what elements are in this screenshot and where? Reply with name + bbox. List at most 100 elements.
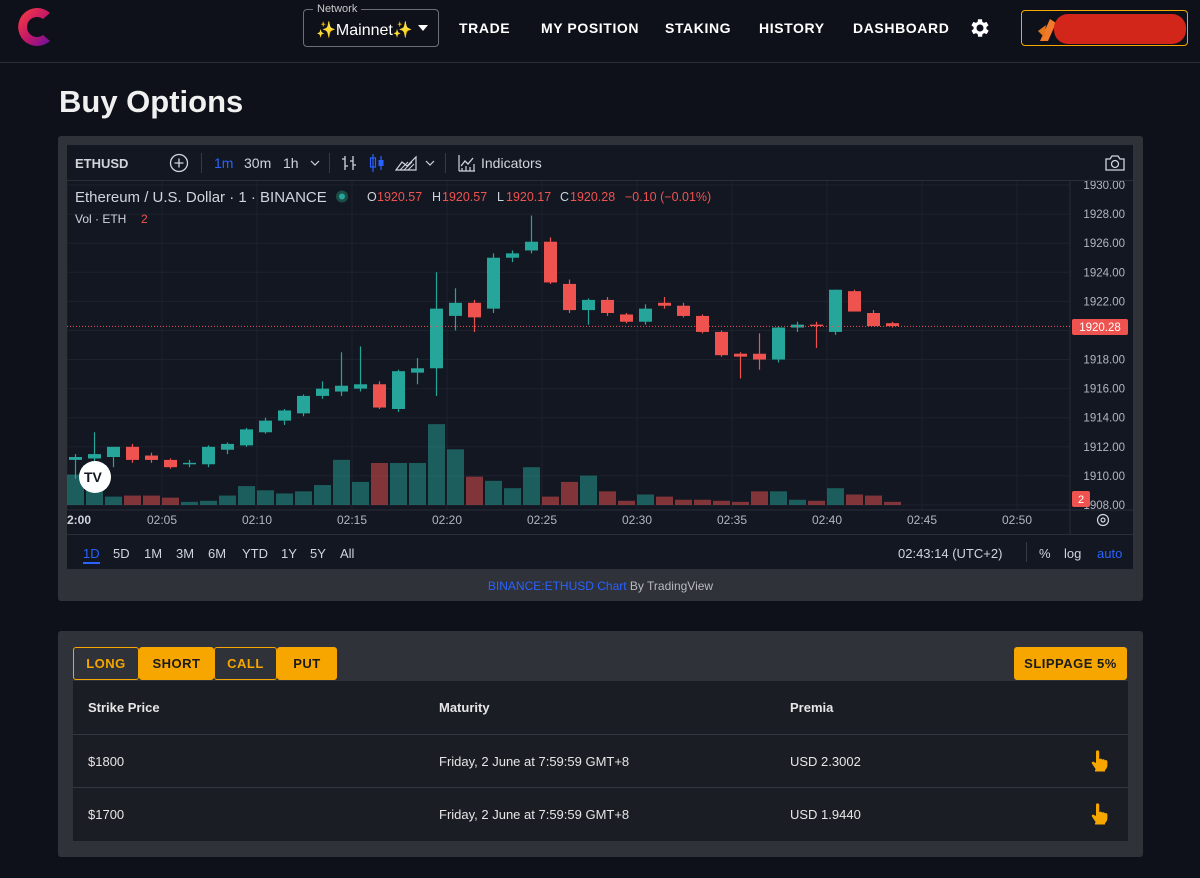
volume-bar — [561, 481, 578, 505]
candle-body — [430, 308, 443, 369]
interval-30m[interactable]: 30m — [244, 155, 272, 171]
indicators-button[interactable]: Indicators — [481, 155, 542, 171]
volume-bar — [485, 480, 502, 505]
call-tab[interactable]: CALL — [214, 647, 277, 680]
volume-bar — [200, 500, 217, 505]
candle-body — [525, 241, 538, 251]
range-ytd[interactable]: YTD — [242, 546, 268, 561]
volume-bar — [865, 495, 882, 505]
volume-bar — [637, 494, 654, 505]
candle-body — [677, 305, 690, 316]
interval-1m[interactable]: 1m — [214, 155, 234, 171]
table-row[interactable]: $1700 Friday, 2 June at 7:59:59 GMT+8 US… — [73, 787, 1128, 840]
candle-body — [468, 302, 481, 318]
compare-add-icon[interactable] — [169, 153, 189, 173]
volume-legend-value: 2 — [141, 212, 148, 226]
price-chart[interactable]: 1930.00 1928.00 1926.00 1924.00 1922.00 1920.… — [67, 181, 1133, 534]
range-5d[interactable]: 5D — [113, 546, 130, 561]
range-6m[interactable]: 6M — [208, 546, 227, 561]
scale-log-toggle[interactable]: log — [1064, 546, 1082, 561]
nav-trade[interactable]: TRADE — [459, 20, 511, 36]
range-5y[interactable]: 5Y — [310, 546, 326, 561]
y-tick-label: 1928.00 — [1083, 209, 1125, 221]
range-1d[interactable]: 1D — [83, 546, 100, 564]
volume-bar — [808, 500, 825, 505]
strike-price-cell: $1800 — [88, 754, 125, 769]
range-3m[interactable]: 3M — [176, 546, 195, 561]
nav-history[interactable]: HISTORY — [759, 20, 825, 36]
put-tab[interactable]: PUT — [277, 647, 337, 680]
candle-body — [88, 454, 101, 459]
volume-bar — [656, 496, 673, 505]
page-title: Buy Options — [59, 84, 244, 119]
candle-body — [335, 385, 348, 392]
scale-auto-toggle[interactable]: auto — [1097, 546, 1123, 561]
volume-bar — [751, 491, 768, 505]
y-tick-label: 1916.00 — [1083, 384, 1125, 396]
volume-bar — [276, 493, 293, 505]
bar-chart-style-icon[interactable] — [341, 154, 357, 172]
camera-icon[interactable] — [1104, 154, 1126, 172]
y-tick-label: 1910.00 — [1083, 471, 1125, 483]
pointer-hand-icon[interactable] — [1090, 803, 1110, 825]
slippage-button[interactable]: SLIPPAGE 5% — [1014, 647, 1127, 680]
volume-bar — [523, 467, 540, 505]
x-tick-label: 02:45 — [907, 513, 937, 527]
chart-bottom-toolbar: 1D 5D 1M 3M 6M YTD 1Y 5Y All 02:43:14 (U… — [67, 534, 1133, 569]
range-1m[interactable]: 1M — [144, 546, 163, 561]
volume-bar — [295, 491, 312, 505]
column-header-premia[interactable]: Premia — [790, 700, 834, 715]
candle-body — [867, 313, 880, 327]
tradingview-logo-icon[interactable]: TV — [79, 461, 111, 493]
area-chart-style-icon[interactable] — [395, 154, 417, 172]
column-header-strike[interactable]: Strike Price — [88, 700, 160, 715]
chart-credit-link[interactable]: BINANCE:ETHUSD Chart — [487, 579, 627, 593]
volume-bar — [67, 474, 84, 505]
network-label: Network — [313, 3, 362, 15]
chevron-down-icon — [418, 25, 428, 31]
volume-bar — [219, 495, 236, 505]
range-all[interactable]: All — [340, 546, 355, 561]
long-tab[interactable]: LONG — [73, 647, 139, 680]
nav-dashboard[interactable]: DASHBOARD — [853, 20, 950, 36]
x-tick-label: 02:20 — [432, 513, 462, 527]
candle-body — [411, 368, 424, 373]
gear-icon[interactable] — [968, 16, 992, 40]
candle-body — [658, 302, 671, 306]
candle-body — [145, 455, 158, 460]
logo-icon[interactable] — [12, 4, 56, 50]
chart-credit: BINANCE:ETHUSD Chart By TradingView — [58, 579, 1143, 593]
nav-staking[interactable]: STAKING — [665, 20, 732, 36]
interval-1h[interactable]: 1h — [283, 155, 299, 171]
volume-bar — [162, 497, 179, 505]
short-tab[interactable]: SHORT — [139, 647, 214, 680]
volume-bar — [846, 494, 863, 505]
indicators-icon[interactable] — [458, 154, 476, 172]
scale-percent-toggle[interactable]: % — [1039, 546, 1051, 561]
chart-settings-icon[interactable] — [1096, 513, 1110, 527]
chart-clock[interactable]: 02:43:14 (UTC+2) — [898, 546, 1003, 561]
candle-body — [639, 308, 652, 322]
last-price-value: 1920.28 — [1079, 322, 1121, 334]
market-status-dot — [339, 193, 345, 200]
candle-chart-style-icon[interactable] — [369, 153, 385, 173]
column-header-maturity[interactable]: Maturity — [439, 700, 490, 715]
range-1y[interactable]: 1Y — [281, 546, 297, 561]
strike-price-cell: $1700 — [88, 807, 125, 822]
table-row[interactable]: $1800 Friday, 2 June at 7:59:59 GMT+8 US… — [73, 734, 1128, 787]
wallet-address-redacted — [1054, 14, 1186, 44]
network-select[interactable]: Network ✨Mainnet✨ — [303, 3, 439, 47]
wallet-button[interactable] — [1021, 10, 1188, 46]
ohlc-c-label: C — [560, 190, 569, 204]
chevron-down-icon[interactable] — [310, 159, 320, 167]
candle-body — [392, 371, 405, 409]
symbol-search[interactable]: ETHUSD — [75, 156, 129, 171]
x-tick-label: 02:15 — [337, 513, 367, 527]
candle-body — [772, 327, 785, 360]
pointer-hand-icon[interactable] — [1090, 750, 1110, 772]
nav-my-position[interactable]: MY POSITION — [541, 20, 640, 36]
network-value: ✨Mainnet✨ — [316, 22, 413, 39]
candle-body — [620, 314, 633, 322]
toolbar-divider — [445, 153, 446, 173]
chevron-down-icon[interactable] — [425, 159, 435, 167]
